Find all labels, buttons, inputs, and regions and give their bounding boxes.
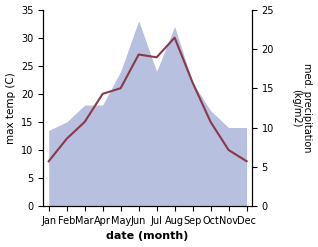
Y-axis label: max temp (C): max temp (C) (5, 72, 16, 144)
Y-axis label: med. precipitation
(kg/m2): med. precipitation (kg/m2) (291, 63, 313, 153)
X-axis label: date (month): date (month) (107, 231, 189, 242)
